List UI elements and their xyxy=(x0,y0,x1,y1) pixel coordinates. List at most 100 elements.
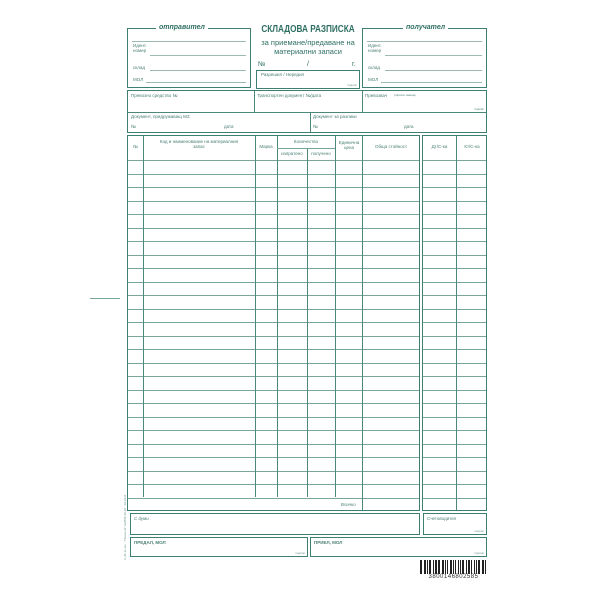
accepted-label: ПРИЕЛ, МОЛ xyxy=(314,540,343,545)
sender-warehouse-label: склад xyxy=(133,65,146,70)
table-row[interactable] xyxy=(128,389,419,391)
barcode-bar xyxy=(453,560,454,574)
barcode-bar xyxy=(474,560,475,574)
table-row[interactable] xyxy=(423,187,486,188)
table-row[interactable] xyxy=(128,268,419,269)
table-row[interactable] xyxy=(423,268,486,269)
table-row[interactable] xyxy=(128,335,419,337)
table-row[interactable] xyxy=(423,362,486,364)
table-row[interactable] xyxy=(128,295,419,296)
table-row[interactable] xyxy=(423,470,486,472)
table-row[interactable] xyxy=(128,349,419,350)
document-title: СКЛАДОВА РАЗПИСКА xyxy=(261,24,355,35)
table-row[interactable] xyxy=(423,376,486,377)
table-row[interactable] xyxy=(423,389,486,391)
table-row[interactable] xyxy=(423,430,486,431)
transport-doc-label: Транспортен документ №/дата xyxy=(257,93,322,98)
accountant-field[interactable]: Счетоводител подпис xyxy=(423,513,487,535)
in-words-label: С думи xyxy=(134,516,149,521)
table-row[interactable] xyxy=(423,214,486,215)
sender-box: отправител Идент. номер склад МОЛ xyxy=(127,24,251,88)
header-unit-price: Единична цена xyxy=(338,140,360,151)
table-row[interactable] xyxy=(128,362,419,364)
side-print-text: А-35-11 ххх · "Пекон-33" 02/865-40-48 · … xyxy=(123,494,127,560)
sender-mol-label: МОЛ xyxy=(133,77,144,82)
table-row[interactable] xyxy=(128,281,419,283)
table-row[interactable] xyxy=(423,254,486,256)
table-row[interactable] xyxy=(128,173,419,175)
table-row[interactable] xyxy=(423,295,486,296)
barcode-bar xyxy=(455,560,456,574)
table-row[interactable] xyxy=(128,308,419,310)
table-row[interactable] xyxy=(128,497,419,499)
sender-line xyxy=(150,55,246,56)
table-row[interactable] xyxy=(423,173,486,175)
table-row[interactable] xyxy=(128,214,419,215)
table-row[interactable] xyxy=(128,416,419,418)
table-row[interactable] xyxy=(423,403,486,404)
barcode-bar xyxy=(485,560,486,574)
table-row[interactable] xyxy=(128,187,419,188)
table-row[interactable] xyxy=(128,457,419,458)
header-debit: Дт/С-ка xyxy=(431,144,448,149)
barcode-bar xyxy=(466,560,467,574)
vehicle-label: Превозно средство № xyxy=(131,93,178,98)
transport-row: Превозно средство № Транспортен документ… xyxy=(127,90,487,133)
receiver-box: получател Идент. номер склад МОЛ xyxy=(362,24,487,88)
receiver-legend: получател xyxy=(403,24,449,31)
permit-box[interactable]: Разрешил / Нередил подпис xyxy=(256,70,360,89)
handed-field[interactable]: ПРЕДАЛ, МОЛ подпис xyxy=(130,537,308,557)
receiver-line xyxy=(385,55,482,56)
table-row[interactable] xyxy=(423,227,486,229)
receiver-line xyxy=(367,41,482,42)
table-row[interactable] xyxy=(423,335,486,337)
barcode-bar xyxy=(471,560,472,574)
sender-id-label: Идент. номер xyxy=(133,43,147,53)
table-row[interactable] xyxy=(423,457,486,458)
header-credit: Кт/С-ка xyxy=(464,144,480,149)
table-row[interactable] xyxy=(128,470,419,472)
in-words-field[interactable]: С думи xyxy=(130,513,420,535)
barcode-bar xyxy=(450,560,452,574)
table-row[interactable] xyxy=(423,443,486,445)
table-row[interactable] xyxy=(128,254,419,256)
accepted-field[interactable]: ПРИЕЛ, МОЛ подпис xyxy=(310,537,487,557)
table-row[interactable] xyxy=(128,403,419,404)
barcode-bar xyxy=(420,560,422,574)
carrier-label: Превозвач xyxy=(365,93,388,98)
total-label: Всичко xyxy=(341,502,356,507)
table-row[interactable] xyxy=(423,241,486,242)
carrier-hint: (трите имена) xyxy=(394,93,416,97)
sender-legend: отправител xyxy=(156,24,208,31)
receiver-warehouse-label: склад xyxy=(368,65,381,70)
table-row[interactable] xyxy=(423,416,486,418)
table-row[interactable] xyxy=(423,200,486,202)
table-row[interactable] xyxy=(423,281,486,283)
year-label: г. xyxy=(352,61,356,68)
table-row[interactable] xyxy=(423,160,486,161)
barcode-bar xyxy=(427,560,428,574)
table-row[interactable] xyxy=(128,430,419,431)
header-received: получено xyxy=(311,151,331,156)
divider xyxy=(128,112,486,113)
table-row[interactable] xyxy=(128,160,419,161)
table-row[interactable] xyxy=(128,200,419,202)
table-row[interactable] xyxy=(128,443,419,445)
barcode-bar xyxy=(435,560,437,574)
table-row[interactable] xyxy=(128,227,419,229)
table-row[interactable] xyxy=(423,322,486,323)
table-row[interactable] xyxy=(128,241,419,242)
receiver-id-label: Идент. номер xyxy=(368,43,382,53)
table-row[interactable] xyxy=(423,484,486,485)
table-row[interactable] xyxy=(423,308,486,310)
items-table: № Код и наименование на материалния запа… xyxy=(127,135,420,511)
table-row[interactable] xyxy=(423,497,486,499)
table-row[interactable] xyxy=(128,376,419,377)
sender-line xyxy=(132,41,246,42)
table-row[interactable] xyxy=(128,484,419,485)
document-subtitle: за приемане/предаване на материални запа… xyxy=(261,38,355,57)
table-row[interactable] xyxy=(128,322,419,323)
difference-doc-label: Документ за разлики xyxy=(313,114,357,119)
table-row[interactable] xyxy=(423,349,486,350)
column-divider xyxy=(456,136,457,510)
